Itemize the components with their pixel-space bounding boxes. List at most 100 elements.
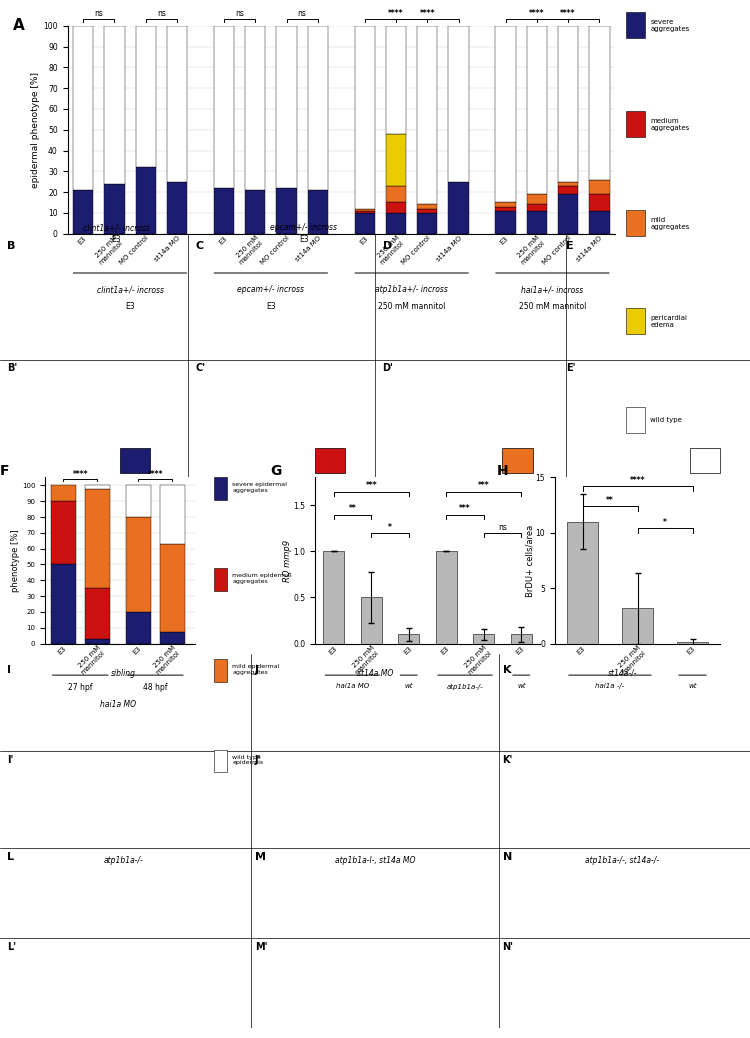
Bar [308, 26, 328, 190]
Y-axis label: RQ mmp9: RQ mmp9 [283, 540, 292, 581]
Text: M': M' [255, 941, 268, 952]
Bar [436, 551, 457, 644]
Bar [590, 194, 610, 211]
Bar [622, 608, 652, 644]
Bar [526, 211, 547, 234]
Text: I: I [8, 665, 11, 675]
Text: hai1a MO: hai1a MO [336, 683, 369, 689]
Text: B: B [8, 241, 16, 251]
Bar [558, 26, 578, 182]
Text: severe epidermal
aggregates: severe epidermal aggregates [232, 483, 287, 493]
Text: C': C' [195, 363, 205, 373]
Text: 250 mM mannitol: 250 mM mannitol [378, 302, 446, 311]
Bar [558, 186, 578, 194]
Bar [85, 489, 109, 589]
Text: K': K' [503, 755, 513, 765]
Text: ns: ns [157, 8, 166, 18]
Bar [51, 501, 76, 565]
Text: wild type
epidermis: wild type epidermis [232, 755, 264, 765]
Text: hai1a+/- incross: hai1a+/- incross [521, 285, 584, 295]
Text: hai1a -/-: hai1a -/- [596, 683, 625, 689]
Text: ****: **** [529, 8, 544, 18]
Bar [448, 182, 469, 234]
Bar [558, 194, 578, 234]
Bar [355, 209, 375, 211]
Bar [214, 188, 234, 234]
Y-axis label: phenotype [%]: phenotype [%] [11, 529, 20, 592]
Text: atp1b1a-/-: atp1b1a-/- [447, 683, 483, 689]
Text: D': D' [382, 363, 393, 373]
Text: hai1a MO: hai1a MO [100, 700, 136, 709]
Text: wt: wt [688, 683, 697, 689]
Text: C: C [195, 241, 203, 251]
Text: atp1b1a+/- incross: atp1b1a+/- incross [375, 285, 448, 295]
Bar [495, 207, 516, 211]
Text: J: J [255, 665, 259, 675]
Text: M: M [255, 852, 266, 862]
Bar [104, 26, 125, 184]
Text: *: * [663, 518, 667, 527]
Bar [495, 211, 516, 234]
Text: A: A [13, 18, 25, 32]
Text: I': I' [8, 755, 14, 765]
Text: wt: wt [517, 683, 526, 689]
Bar [448, 26, 469, 182]
Bar [503, 448, 532, 472]
Text: 48 hpf: 48 hpf [143, 683, 167, 692]
Bar [355, 211, 375, 213]
Bar [160, 486, 184, 544]
Text: L: L [8, 852, 14, 862]
Text: ****: **** [148, 469, 163, 479]
Text: atp1b1a-/-: atp1b1a-/- [104, 855, 144, 865]
Bar [73, 190, 93, 234]
Text: ****: **** [388, 8, 404, 18]
Text: E': E' [566, 363, 576, 373]
Text: atp1b1a-/-, st14a-/-: atp1b1a-/-, st14a-/- [586, 855, 659, 865]
Bar [417, 204, 437, 209]
Bar [245, 190, 266, 234]
Bar [690, 448, 720, 472]
Bar [417, 209, 437, 213]
Bar [85, 589, 109, 638]
Text: ****: **** [560, 8, 576, 18]
Bar [526, 194, 547, 204]
Bar [85, 486, 109, 489]
Bar [386, 213, 406, 234]
Text: E3: E3 [299, 235, 308, 244]
Bar [526, 204, 547, 211]
Y-axis label: epidermal phenotype [%]: epidermal phenotype [%] [32, 72, 40, 188]
Bar [386, 134, 406, 186]
Bar [386, 202, 406, 213]
Bar [361, 598, 382, 644]
Text: ns: ns [498, 523, 507, 531]
Text: E3: E3 [112, 235, 121, 244]
Text: F: F [0, 464, 10, 479]
Bar [590, 26, 610, 180]
Bar [120, 448, 150, 472]
Bar [558, 182, 578, 186]
Bar [473, 634, 494, 644]
Text: medium epidermal
aggregates: medium epidermal aggregates [232, 573, 292, 584]
Text: wt: wt [404, 683, 413, 689]
Bar [214, 26, 234, 188]
Bar [323, 551, 344, 644]
Bar [136, 26, 156, 167]
Bar [160, 632, 184, 644]
Text: st14a MO: st14a MO [357, 668, 393, 678]
Bar [51, 486, 76, 501]
Text: wild type: wild type [650, 417, 682, 424]
Text: ns: ns [236, 8, 244, 18]
Text: mild
aggregates: mild aggregates [650, 217, 689, 229]
Bar [495, 202, 516, 207]
Text: ***: *** [365, 482, 377, 490]
Text: st14a-/-: st14a-/- [608, 668, 638, 678]
Text: E3: E3 [266, 302, 276, 311]
Text: **: ** [606, 496, 613, 506]
Text: E: E [566, 241, 574, 251]
Bar [245, 26, 266, 190]
Bar [308, 190, 328, 234]
Bar [166, 182, 188, 234]
Text: *: * [388, 523, 392, 531]
Bar [417, 26, 437, 204]
Text: ****: **** [73, 469, 88, 479]
